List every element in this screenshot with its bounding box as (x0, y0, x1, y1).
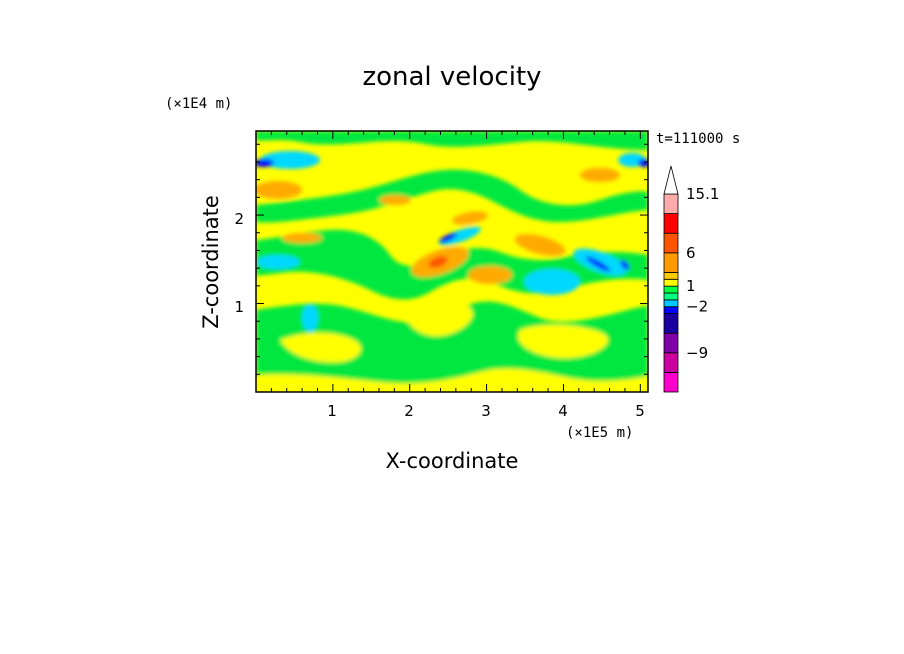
green-band-lower (256, 301, 648, 392)
colorbar-label: −2 (686, 298, 708, 316)
cyan-blob-6 (439, 226, 481, 246)
orange-blob-7 (379, 195, 411, 205)
x-tick-label: 3 (481, 402, 491, 420)
colorbar-label: 1 (686, 277, 696, 295)
blue-streak-4 (256, 159, 274, 167)
colorbar-segment (663, 352, 679, 373)
orange-blob-5 (580, 168, 620, 182)
field-blobs (256, 131, 648, 392)
colorbar-segment (663, 213, 679, 234)
orange-blob-8 (282, 233, 322, 243)
x-tick-label: 5 (635, 402, 645, 420)
cyan-blob-4 (256, 255, 300, 269)
x-tick-label: 4 (558, 402, 568, 420)
y-unit-label: (×1E4 m) (165, 96, 232, 112)
yellow-lens-mid (407, 301, 473, 337)
colorbar-segment (663, 252, 679, 273)
chart-title: zonal velocity (362, 62, 541, 92)
colorbar-extend-triangle (663, 165, 679, 195)
colorbar-label: 15.1 (686, 185, 719, 203)
colorbar: 15.1 6 1 −2 −9 (663, 165, 719, 393)
blue-streak-5 (638, 159, 648, 167)
colorbar-segment (663, 285, 679, 294)
colorbar-segment (663, 278, 679, 287)
yellow-strip-bottom (256, 368, 648, 392)
heatmap-field (256, 131, 648, 392)
colorbar-label: −9 (686, 344, 708, 362)
colorbar-label: 6 (686, 244, 696, 262)
x-tick-labels: 1 2 3 4 5 (327, 402, 645, 420)
time-label: t=111000 s (656, 131, 740, 147)
x-axis-label: X-coordinate (386, 449, 519, 473)
y-tick-label: 1 (234, 298, 244, 316)
cyan-blob-7 (302, 304, 318, 332)
y-tick-label: 2 (234, 210, 244, 228)
y-axis-label: Z-coordinate (199, 195, 223, 329)
colorbar-segment (663, 332, 679, 354)
x-tick-label: 2 (404, 402, 414, 420)
colorbar-segment (663, 313, 679, 334)
colorbar-segment (663, 272, 679, 280)
yellow-lens-lower-2 (518, 324, 609, 359)
orange-blob-1 (256, 181, 302, 199)
colorbar-segment (663, 299, 679, 308)
orange-blob-4 (468, 266, 512, 284)
orange-blob-3 (514, 234, 566, 256)
colorbar-segment (663, 306, 679, 314)
cyan-blob-1 (260, 151, 320, 169)
green-band-upper (256, 131, 648, 150)
x-unit-label: (×1E5 m) (566, 425, 633, 441)
blue-streak-3 (620, 260, 630, 270)
green-band-2 (256, 169, 648, 223)
colorbar-segment (663, 292, 679, 301)
tick-marks (256, 131, 648, 392)
yellow-lens-lower (280, 332, 361, 363)
y-tick-labels: 1 2 (234, 210, 244, 316)
plot-frame (255, 130, 649, 393)
cyan-blob-2 (524, 269, 580, 295)
colorbar-segment (663, 232, 679, 254)
x-tick-label: 1 (327, 402, 337, 420)
colorbar-segment (663, 193, 679, 215)
blue-streak-2 (585, 256, 611, 272)
orange-blob-6 (452, 211, 488, 225)
blue-streak-1 (438, 232, 458, 244)
red-core (428, 256, 448, 268)
colorbar-segment (663, 371, 679, 393)
